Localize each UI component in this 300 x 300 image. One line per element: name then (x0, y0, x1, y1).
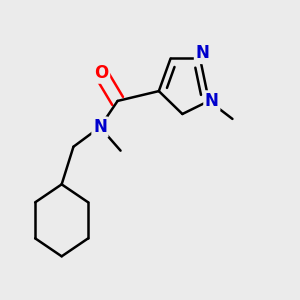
Text: N: N (205, 92, 219, 110)
Text: N: N (196, 44, 209, 62)
Text: O: O (94, 64, 109, 82)
Text: N: N (93, 118, 107, 136)
